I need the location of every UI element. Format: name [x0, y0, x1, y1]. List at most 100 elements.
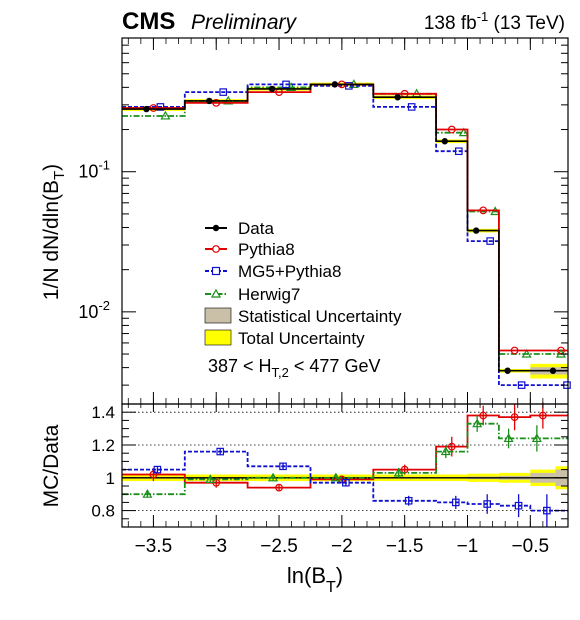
point-mg5-pythia8-5 [454, 147, 463, 156]
ratio-point-mg5-pythia8-7 [514, 501, 523, 510]
point-mg5-pythia8-4 [407, 103, 416, 111]
legend-marker-mg5 [211, 266, 221, 276]
legend-swatch-total-unc [204, 329, 232, 346]
ratio-point-mg5-pythia8-1 [216, 447, 225, 456]
point-pythia8-6 [479, 206, 488, 215]
point-herwig7-0 [160, 110, 171, 120]
status-label: Preliminary [191, 11, 298, 34]
point-data-edge [549, 367, 557, 374]
experiment-label: CMS [122, 8, 175, 35]
ratio-point-herwig7-1 [205, 474, 216, 484]
point-data-6 [472, 227, 480, 234]
point-mg5-pythia8-3 [345, 82, 353, 90]
legend-label-data: Data [238, 219, 274, 238]
point-pythia8-5 [447, 125, 456, 134]
ratio-series-layer [122, 402, 568, 527]
point-herwig7-edge [555, 348, 567, 358]
point-data-1 [206, 97, 213, 105]
energy-value: (13 TeV) [488, 13, 565, 34]
ratio-y-tick-label: 1.2 [91, 436, 115, 455]
point-mg5-pythia8-2 [282, 80, 290, 89]
legend-label-total-unc: Total Uncertainty [238, 329, 365, 348]
ht2-range-annotation: 387 < HT,2 < 477 GeV [208, 356, 380, 380]
point-mg5-pythia8-0 [156, 103, 165, 111]
legend-entry-stat-unc: Statistical Uncertainty [204, 307, 402, 326]
ratio-point-herwig7-6 [472, 418, 483, 428]
lumi-value: 138 fb [424, 13, 477, 34]
legend-label-pythia8: Pythia8 [238, 240, 295, 259]
point-data-3 [331, 81, 339, 88]
ratio-point-herwig7-3 [330, 472, 341, 482]
point-data-0 [143, 105, 150, 113]
ratio-y-tick-label: 1 [106, 469, 115, 488]
x-tick-label: −2 [331, 536, 353, 557]
main-y-axis-label: 1/N dN/dln(BT) [40, 164, 68, 300]
ratio-point-mg5-pythia8-8 [543, 506, 551, 515]
ratio-point-mg5-pythia8-2 [279, 462, 287, 471]
ratio-point-pythia8-6 [479, 411, 488, 420]
x-tick-label: −0.5 [512, 536, 550, 557]
ratio-point-herwig7-2 [268, 472, 279, 482]
ratio-point-mg5-pythia8-4 [404, 496, 413, 505]
ratio-uncertainty-bands [122, 411, 568, 512]
main-y-tick-label: 10-2 [78, 298, 110, 322]
ratio-point-herwig7-0 [142, 488, 153, 498]
point-mg5-pythia8-1 [219, 88, 228, 96]
point-data-2 [268, 85, 276, 93]
legend-entry-mg5: MG5+Pythia8 [205, 262, 341, 281]
lumi-unit-exponent: -1 [477, 9, 489, 24]
x-axis-label: ln(BT) [287, 563, 343, 596]
legend-label-mg5: MG5+Pythia8 [238, 262, 341, 281]
point-data-4 [394, 94, 401, 101]
legend-marker-data [212, 224, 220, 232]
ratio-point-mg5-pythia8-0 [153, 465, 162, 474]
ratio-point-pythia8-7 [510, 413, 519, 422]
main-y-tick-label: 10-1 [78, 158, 110, 182]
point-mg5-pythia8-6 [486, 237, 494, 245]
point-pythia8-7 [510, 346, 519, 355]
ratio-point-mg5-pythia8-3 [342, 478, 350, 487]
ratio-y-axis-label: MC/Data [40, 424, 63, 507]
legend-swatch-stat-unc [204, 307, 232, 324]
series-line-pythia8 [122, 83, 568, 352]
ratio-point-pythia8-0 [149, 470, 158, 479]
ratio-point-pythia8-2 [275, 483, 283, 492]
x-tick-label: −1.5 [386, 536, 424, 557]
ratio-line-mg5-pythia8 [122, 450, 568, 512]
legend-entry-pythia8: Pythia8 [205, 240, 295, 259]
legend: Data Pythia8 MG5+Pythia8 Herwig7 Statist… [204, 219, 402, 348]
series-line-data [122, 83, 568, 372]
legend-entry-total-unc: Total Uncertainty [204, 329, 365, 348]
legend-entry-herwig7: Herwig7 [205, 285, 300, 304]
ratio-point-herwig7-4 [393, 467, 404, 477]
legend-label-stat-unc: Statistical Uncertainty [238, 307, 402, 326]
point-data-7 [504, 367, 511, 374]
point-data-5 [441, 138, 448, 145]
main-series-layer [122, 79, 571, 389]
series-line-mg5-pythia8 [122, 83, 568, 386]
point-pythia8-0 [149, 104, 158, 112]
ratio-point-herwig7-8 [531, 433, 542, 443]
x-tick-label: −2.5 [260, 536, 298, 557]
ratio-point-mg5-pythia8-6 [483, 500, 491, 508]
ratio-plot-frame [121, 403, 569, 528]
ratio-point-herwig7-7 [503, 433, 514, 443]
point-herwig7-5 [458, 127, 469, 137]
legend-label-herwig7: Herwig7 [238, 285, 300, 304]
ratio-y-tick-label: 0.8 [91, 502, 115, 521]
legend-entry-data: Data [205, 219, 274, 238]
point-herwig7-7 [521, 348, 532, 358]
ratio-line-herwig7 [122, 422, 568, 496]
legend-marker-herwig7 [210, 288, 222, 298]
ratio-y-tick-label: 1.4 [91, 403, 115, 422]
ratio-point-mg5-pythia8-5 [451, 498, 460, 507]
lumi-label: 138 fb-1 (13 TeV) [424, 9, 565, 34]
ratio-point-pythia8-8 [538, 411, 547, 420]
legend-marker-pythia8 [212, 245, 220, 253]
ratio-point-herwig7-5 [440, 446, 451, 456]
x-tick-label: −1 [457, 536, 479, 557]
x-tick-label: −3 [205, 536, 227, 557]
x-tick-label: −3.5 [135, 536, 173, 557]
point-mg5-pythia8-7 [517, 381, 526, 389]
